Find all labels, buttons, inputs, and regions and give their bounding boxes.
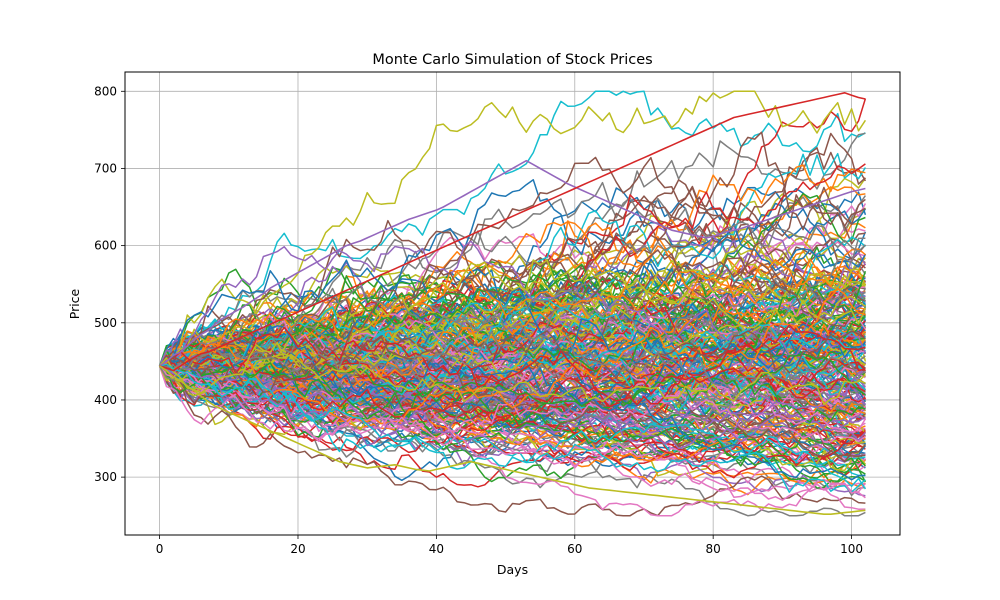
y-tick-label: 300 <box>94 470 117 484</box>
simulation-path <box>159 357 866 491</box>
simulation-path <box>158 90 866 367</box>
highlighted-simulation-path <box>159 92 866 372</box>
simulation-path <box>159 240 867 367</box>
plot-area-frame <box>124 71 901 536</box>
y-tick-label: 500 <box>94 316 117 330</box>
y-tick-label: 600 <box>94 239 117 253</box>
simulation-path <box>158 347 866 420</box>
simulation-path <box>158 330 866 387</box>
simulation-path <box>159 221 866 372</box>
simulation-path <box>159 249 866 382</box>
simulation-path <box>159 337 866 463</box>
x-tick-label: 0 <box>156 542 164 556</box>
y-tick-label: 700 <box>94 161 117 175</box>
simulation-path <box>159 361 866 510</box>
simulation-path <box>159 350 866 418</box>
simulation-path <box>159 353 866 407</box>
simulation-path <box>159 302 866 388</box>
y-tick-label: 400 <box>94 393 117 407</box>
simulation-path <box>159 364 866 430</box>
simulation-path <box>159 365 866 441</box>
highlighted-simulation-path <box>159 159 866 367</box>
simulation-path <box>159 365 866 517</box>
simulation-path <box>159 324 866 406</box>
simulation-path <box>159 287 866 425</box>
simulation-path <box>158 347 866 443</box>
simulation-path <box>159 320 866 392</box>
x-tick-label: 60 <box>567 542 582 556</box>
x-tick-label: 80 <box>706 542 721 556</box>
simulation-path <box>159 98 867 375</box>
simulation-path <box>159 330 866 393</box>
y-axis-label: Price <box>67 288 82 319</box>
x-tick-label: 40 <box>429 542 444 556</box>
x-tick-label: 20 <box>290 542 305 556</box>
simulation-path <box>159 365 867 483</box>
simulation-path <box>159 263 866 368</box>
simulation-path <box>159 365 866 517</box>
axis-ticks: 0 20 40 60 80 100 300 400 500 600 700 800 <box>94 84 863 556</box>
simulation-path <box>158 179 867 367</box>
x-tick-label: 100 <box>840 542 863 556</box>
chart-title: Monte Carlo Simulation of Stock Prices <box>372 52 652 68</box>
simulation-path <box>159 304 866 391</box>
simulation-paths <box>158 90 867 517</box>
highlighted-simulation-path <box>159 365 866 516</box>
simulation-path <box>159 363 866 451</box>
simulation-path <box>158 90 867 367</box>
simulation-path <box>159 302 866 402</box>
simulation-path <box>159 363 867 490</box>
simulation-path <box>159 325 866 481</box>
simulation-path <box>159 341 866 406</box>
y-tick-label: 800 <box>94 84 117 98</box>
simulation-path <box>159 259 867 383</box>
simulation-path <box>159 257 866 420</box>
x-axis-label: Days <box>497 562 528 577</box>
simulation-path <box>159 365 866 501</box>
